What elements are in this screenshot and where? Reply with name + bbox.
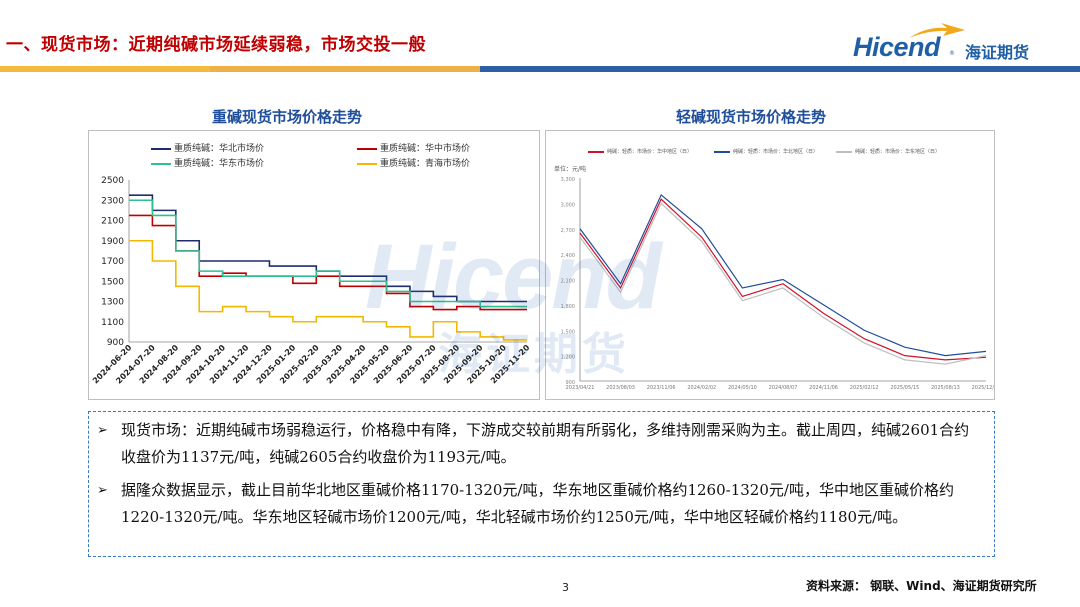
legend-item-light-east: 纯碱：轻质：市场价：华东地区（日）: [836, 148, 940, 155]
y-tick-label: 1,800: [561, 304, 575, 310]
y-tick-label: 1300: [101, 298, 124, 308]
y-tick-label: 1700: [101, 257, 124, 267]
bullet-marker-icon: ➢: [97, 483, 108, 498]
right-chart-title: 轻碱现货市场价格走势: [676, 108, 827, 126]
y-tick-label: 1500: [101, 277, 124, 287]
x-tick-label: 2023/04/21: [566, 385, 595, 391]
legend-swatch: [151, 147, 171, 150]
series-line-3: [129, 239, 527, 341]
y-tick-label: 900: [565, 380, 575, 386]
bullet-text: 现货市场：近期纯碱市场弱稳运行，价格稳中有降，下游成交较前期有所弱化，多维持刚需…: [121, 421, 970, 466]
x-tick-label: 2025/08/13: [931, 385, 960, 391]
y-tick-label: 2300: [101, 196, 124, 206]
y-tick-label: 1,200: [561, 355, 575, 361]
series-line-2: [129, 199, 527, 308]
x-tick-label: 2024/02/02: [687, 385, 716, 391]
legend-label: 纯碱：轻质：市场价：华北地区（日）: [733, 149, 819, 155]
logo-wordmark: Hicend: [853, 32, 941, 62]
legend-item-light-central: 纯碱：轻质：市场价：华中地区（日）: [588, 148, 692, 155]
series-line-1: [129, 214, 527, 311]
legend-swatch: [357, 147, 377, 150]
x-tick-label: 2024/11/06: [809, 385, 838, 391]
legend-swatch: [714, 150, 730, 153]
x-tick-label: 2024-06-20: [91, 343, 134, 386]
bullet-item: ➢ 据隆众数据显示，截止目前华北地区重碱价格1170-1320元/吨，华东地区重…: [97, 477, 984, 531]
page-number: 3: [562, 581, 569, 594]
legend-item-east: 重质纯碱：华东市场价: [151, 156, 264, 169]
legend-item-north: 重质纯碱：华北市场价: [151, 141, 264, 154]
right-chart-unit-label: 单位：元/吨: [554, 166, 587, 173]
legend-swatch: [836, 150, 852, 153]
page-title: 一、现货市场：近期纯碱市场延续弱稳，市场交投一般: [6, 35, 426, 55]
y-tick-label: 1900: [101, 237, 124, 247]
light-soda-plot: 900 1,200 1,500 1,800 2,100 2,400 2,700 3,000 3,…: [561, 177, 995, 391]
summary-box: ➢ 现货市场：近期纯碱市场弱稳运行，价格稳中有降，下游成交较前期有所弱化，多维持…: [88, 411, 995, 557]
legend-swatch: [588, 150, 604, 153]
light-soda-chart: 纯碱：轻质：市场价：华中地区（日） 纯碱：轻质：市场价：华北地区（日） 纯碱：轻…: [545, 130, 995, 400]
bullet-marker-icon: ➢: [97, 423, 108, 438]
y-tick-label: 2500: [101, 176, 124, 186]
x-tick-label: 2024/05/10: [728, 385, 757, 391]
y-tick-label: 1100: [101, 318, 124, 328]
bullet-item: ➢ 现货市场：近期纯碱市场弱稳运行，价格稳中有降，下游成交较前期有所弱化，多维持…: [97, 417, 984, 471]
y-tick-label: 2,100: [561, 279, 575, 285]
bullet-text: 据隆众数据显示，截止目前华北地区重碱价格1170-1320元/吨，华东地区重碱价…: [121, 481, 954, 526]
x-tick-label: 2024/08/07: [769, 385, 798, 391]
legend-label: 重质纯碱：青海市场价: [380, 159, 471, 169]
data-source: 资料来源： 钢联、Wind、海证期货研究所: [806, 579, 1037, 593]
logo-chinese-name: 海证期货: [965, 43, 1030, 62]
legend-item-central: 重质纯碱：华中市场价: [357, 141, 470, 154]
x-tick-label: 2023/08/03: [606, 385, 635, 391]
logo-swoosh-icon: [909, 23, 965, 38]
legend-item-light-north: 纯碱：轻质：市场价：华北地区（日）: [714, 148, 818, 155]
legend-swatch: [357, 162, 377, 165]
legend-label: 重质纯碱：华东市场价: [174, 159, 265, 169]
y-tick-label: 2,700: [561, 228, 575, 234]
header-divider: [0, 66, 1080, 72]
heavy-soda-chart: 重质纯碱：华北市场价 重质纯碱：华中市场价 重质纯碱：华东市场价 重质纯碱：青海…: [88, 130, 540, 400]
heavy-soda-plot: 900 1100 1300 1500 1700 1900 2100 2300 2500 2024-…: [91, 176, 532, 386]
logo-registered-mark: ®: [949, 50, 955, 57]
y-tick-label: 900: [107, 338, 124, 348]
y-tick-label: 2,400: [561, 253, 575, 259]
x-tick-label: 2025/12/18: [972, 385, 995, 391]
y-tick-label: 3,300: [561, 177, 575, 183]
x-tick-label: 2025/05/15: [890, 385, 919, 391]
series-line-2: [579, 202, 987, 365]
series-line-0: [579, 198, 987, 361]
series-line-1: [579, 193, 987, 357]
legend-label: 重质纯碱：华北市场价: [174, 144, 265, 154]
x-tick-label: 2025/02/12: [850, 385, 879, 391]
legend-swatch: [151, 162, 171, 165]
y-tick-label: 2100: [101, 217, 124, 227]
y-tick-label: 1,500: [561, 329, 575, 335]
y-tick-label: 3,000: [561, 202, 575, 208]
company-logo: Hicend ® 海证期货: [853, 23, 1053, 68]
legend-label: 纯碱：轻质：市场价：华中地区（日）: [607, 149, 693, 155]
legend-item-qinghai: 重质纯碱：青海市场价: [357, 156, 470, 169]
legend-label: 重质纯碱：华中市场价: [380, 144, 471, 154]
x-tick-label: 2023/11/06: [647, 385, 676, 391]
left-chart-title: 重碱现货市场价格走势: [212, 108, 363, 126]
legend-label: 纯碱：轻质：市场价：华东地区（日）: [855, 149, 941, 155]
